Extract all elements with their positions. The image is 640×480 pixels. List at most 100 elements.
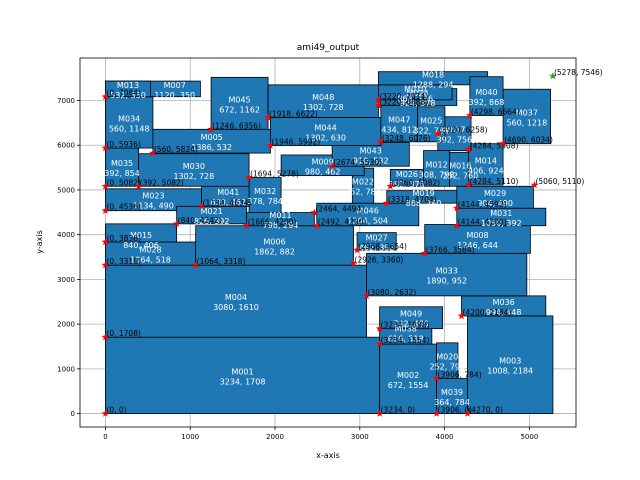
corner-coordinate-label: (5278, 7546) bbox=[554, 68, 603, 77]
block-rect bbox=[423, 150, 451, 187]
block-m029 bbox=[456, 185, 534, 209]
corner-coordinate-label: (3766, 3584) bbox=[426, 245, 475, 254]
y-tick-label: 4000 bbox=[57, 231, 75, 239]
block-m044 bbox=[270, 116, 382, 146]
corner-coordinate-label: (4284, 5110) bbox=[470, 177, 519, 186]
corner-coordinate-label: (3234, 1898) bbox=[381, 321, 430, 330]
block-name-label: M013 bbox=[117, 81, 139, 90]
corner-star-marker bbox=[377, 137, 385, 146]
block-size-label: 560, 1148 bbox=[109, 124, 150, 133]
block-size-label: 1204, 504 bbox=[347, 216, 388, 225]
block-size-label: 630, 462 bbox=[210, 198, 246, 207]
block-size-label: 826, 392 bbox=[194, 217, 230, 226]
block-m008 bbox=[424, 224, 531, 254]
block-name-label: M018 bbox=[422, 70, 444, 79]
y-tick-label: 0 bbox=[71, 410, 75, 418]
corners-layer: (0, 0) (3234, 0) (3906, 0)(4270, 0) (3906, … bbox=[101, 68, 603, 417]
x-tick-label: 0 bbox=[103, 433, 107, 441]
block-name-label: M047 bbox=[388, 116, 410, 125]
block-m047 bbox=[380, 105, 419, 143]
block-name-label: M004 bbox=[225, 293, 247, 302]
block-m025 bbox=[417, 106, 446, 143]
block-rect bbox=[267, 84, 379, 118]
block-size-label: 980, 462 bbox=[305, 167, 341, 176]
corner-star-marker bbox=[149, 149, 157, 157]
corner-star-marker bbox=[375, 409, 384, 417]
corner-star-marker bbox=[101, 333, 110, 341]
target-star-marker bbox=[549, 72, 557, 80]
corner-coordinate-label: (3360, 5082) bbox=[391, 178, 440, 187]
block-name-label: M007 bbox=[164, 81, 186, 90]
block-size-label: 1862, 882 bbox=[254, 247, 295, 256]
block-rect bbox=[210, 76, 269, 130]
corner-coordinate-label: (0, 5082) bbox=[106, 178, 141, 187]
block-m045 bbox=[210, 76, 269, 130]
block-size-label: 910, 532 bbox=[353, 156, 389, 165]
block-m049 bbox=[379, 306, 443, 330]
corner-star-marker bbox=[264, 113, 272, 121]
block-rect bbox=[195, 225, 354, 266]
block-name-label: M028 bbox=[139, 246, 161, 255]
block-size-label: 868, 336 bbox=[397, 94, 433, 103]
block-name-label: M015 bbox=[130, 231, 152, 240]
block-name-label: M023 bbox=[142, 192, 164, 201]
corner-star-marker bbox=[466, 111, 474, 119]
block-name-label: M008 bbox=[466, 231, 488, 240]
corner-star-marker bbox=[101, 238, 110, 246]
block-size-label: 616, 518 bbox=[388, 334, 424, 343]
block-m030 bbox=[138, 153, 250, 187]
y-axis-title: y-axis bbox=[35, 230, 44, 254]
block-rect bbox=[356, 232, 397, 251]
block-size-label: 1050, 392 bbox=[481, 219, 522, 228]
corner-star-marker bbox=[266, 141, 275, 149]
block-size-label: 742, 490 bbox=[393, 320, 429, 329]
corner-star-marker bbox=[464, 181, 473, 189]
corner-coordinate-label: (0, 7084) bbox=[106, 89, 141, 98]
block-name-label: M033 bbox=[436, 267, 458, 276]
corner-coordinate-label: (4144, 4592) bbox=[458, 200, 507, 209]
block-m027 bbox=[356, 232, 397, 251]
corner-coordinate-label: (0, 3836) bbox=[106, 234, 141, 243]
corner-star-marker bbox=[172, 219, 181, 228]
block-size-label: 406, 924 bbox=[468, 166, 504, 175]
block-size-label: 378, 784 bbox=[247, 197, 283, 206]
block-rect bbox=[379, 306, 443, 330]
block-m048 bbox=[267, 84, 379, 118]
block-size-label: 1302, 728 bbox=[174, 172, 215, 181]
corner-star-marker bbox=[349, 259, 358, 267]
y-tick-label: 6000 bbox=[57, 142, 75, 150]
block-size-label: 532, 350 bbox=[110, 91, 146, 100]
block-size-label: 252, 798 bbox=[429, 363, 465, 372]
corner-star-marker bbox=[432, 374, 441, 382]
corner-star-marker bbox=[499, 139, 507, 147]
corner-coordinate-label: (3234, 0) bbox=[381, 406, 416, 415]
block-m015 bbox=[105, 223, 178, 243]
corner-star-marker bbox=[101, 409, 110, 417]
plot-frame bbox=[79, 57, 577, 428]
corner-star-marker bbox=[383, 199, 391, 207]
block-size-label: 672, 1554 bbox=[388, 381, 429, 390]
corner-star-marker bbox=[375, 324, 384, 332]
corner-star-marker bbox=[101, 92, 110, 100]
block-name-label: M022 bbox=[352, 178, 374, 187]
block-name-label: M009 bbox=[312, 157, 334, 166]
block-size-label: 392, 868 bbox=[469, 98, 505, 107]
block-name-label: M036 bbox=[493, 298, 515, 307]
corner-star-marker bbox=[310, 208, 319, 216]
corner-coordinate-label: (0, 1708) bbox=[106, 329, 141, 338]
block-rect bbox=[469, 76, 504, 116]
corner-star-marker bbox=[101, 206, 110, 214]
block-size-label: 364, 784 bbox=[434, 398, 470, 407]
block-name-label: M045 bbox=[228, 95, 250, 104]
corner-coordinate-label: (2968, 3654) bbox=[358, 242, 407, 251]
corner-coordinate-label: (2464, 4494) bbox=[315, 205, 364, 214]
corner-star-marker bbox=[374, 95, 383, 104]
block-name-label: M030 bbox=[183, 162, 205, 171]
y-tick-label: 2000 bbox=[57, 321, 75, 329]
corner-star-marker bbox=[362, 291, 371, 300]
corner-star-marker bbox=[207, 125, 215, 133]
corner-star-marker bbox=[245, 173, 253, 181]
corner-coordinate-label: (1918, 6622) bbox=[269, 109, 318, 118]
block-name-label: M003 bbox=[499, 357, 521, 366]
